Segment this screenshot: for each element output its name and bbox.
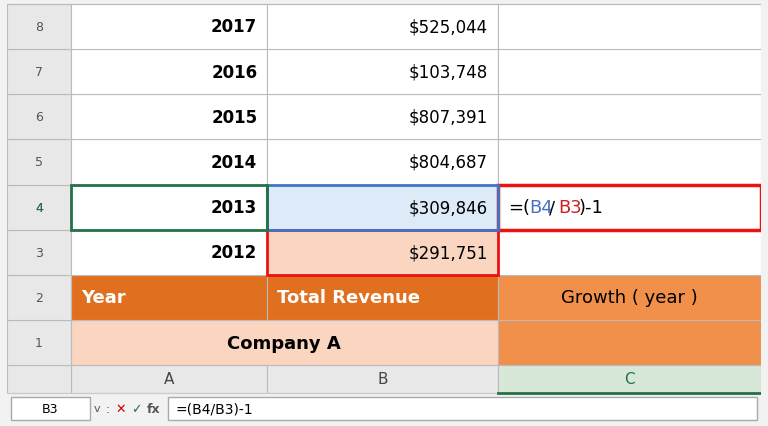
Text: B: B <box>377 371 388 386</box>
Text: B3: B3 <box>559 199 582 216</box>
Bar <box>498 365 761 393</box>
Bar <box>7 393 761 424</box>
Text: 4: 4 <box>35 201 43 214</box>
Bar <box>267 185 498 230</box>
Bar <box>7 365 28 393</box>
Bar <box>498 230 761 275</box>
Text: C: C <box>624 371 634 386</box>
Text: Total Revenue: Total Revenue <box>277 289 420 307</box>
Text: 7: 7 <box>35 66 43 79</box>
Text: 2: 2 <box>35 291 43 304</box>
Bar <box>267 5 498 50</box>
Bar <box>71 365 267 393</box>
Bar <box>267 230 498 275</box>
Bar <box>267 95 498 140</box>
Bar <box>498 320 761 365</box>
Bar <box>71 95 267 140</box>
Text: v: v <box>94 403 100 413</box>
Text: fx: fx <box>147 402 160 415</box>
Text: 3: 3 <box>35 246 43 259</box>
Bar <box>498 50 761 95</box>
Text: Year: Year <box>81 289 125 307</box>
Bar <box>71 140 267 185</box>
Text: Company A: Company A <box>227 334 341 352</box>
Text: 2013: 2013 <box>211 199 257 216</box>
Text: $291,751: $291,751 <box>409 244 488 262</box>
Bar <box>498 5 761 50</box>
Text: :: : <box>105 402 110 415</box>
Text: $807,391: $807,391 <box>409 109 488 127</box>
Bar <box>498 185 761 230</box>
Bar <box>71 185 267 230</box>
Text: 2015: 2015 <box>211 109 257 127</box>
Bar <box>71 5 267 50</box>
Bar <box>7 185 71 230</box>
Text: /: / <box>549 199 555 216</box>
Text: $525,044: $525,044 <box>409 18 488 36</box>
Text: 8: 8 <box>35 21 43 34</box>
Text: ✕: ✕ <box>115 402 125 415</box>
Text: 2012: 2012 <box>211 244 257 262</box>
Text: ✓: ✓ <box>131 402 141 415</box>
Text: $103,748: $103,748 <box>409 63 488 81</box>
Text: A: A <box>164 371 174 386</box>
Bar <box>267 230 498 275</box>
Bar <box>7 5 71 50</box>
Bar <box>7 95 71 140</box>
Text: 2017: 2017 <box>211 18 257 36</box>
Text: B3: B3 <box>42 402 58 415</box>
Bar <box>7 50 71 95</box>
Text: )-1: )-1 <box>578 199 603 216</box>
Text: =(: =( <box>508 199 530 216</box>
Text: 1: 1 <box>35 336 43 349</box>
Text: 2016: 2016 <box>211 63 257 81</box>
Text: Growth ( year ): Growth ( year ) <box>561 289 698 307</box>
Bar <box>498 275 761 320</box>
Bar <box>498 95 761 140</box>
Bar <box>71 320 498 365</box>
Text: 6: 6 <box>35 111 43 124</box>
Bar <box>71 275 267 320</box>
Bar <box>498 140 761 185</box>
Bar <box>11 397 90 420</box>
Bar <box>168 397 757 420</box>
Bar <box>71 185 267 230</box>
Bar <box>7 275 71 320</box>
Bar <box>267 185 498 230</box>
Bar <box>267 140 498 185</box>
Bar <box>7 365 71 393</box>
Bar <box>267 275 498 320</box>
Bar <box>267 50 498 95</box>
Text: B4: B4 <box>529 199 553 216</box>
Text: 4: 4 <box>35 201 43 214</box>
Text: $804,687: $804,687 <box>409 154 488 172</box>
Text: $309,846: $309,846 <box>409 199 488 216</box>
Bar <box>71 230 267 275</box>
Bar <box>71 50 267 95</box>
Bar <box>267 365 498 393</box>
Bar <box>7 230 71 275</box>
Text: 5: 5 <box>35 156 43 169</box>
Text: 2014: 2014 <box>211 154 257 172</box>
Text: =(B4/B3)-1: =(B4/B3)-1 <box>176 401 253 415</box>
Bar <box>498 185 761 230</box>
Bar <box>7 320 71 365</box>
Bar <box>7 140 71 185</box>
